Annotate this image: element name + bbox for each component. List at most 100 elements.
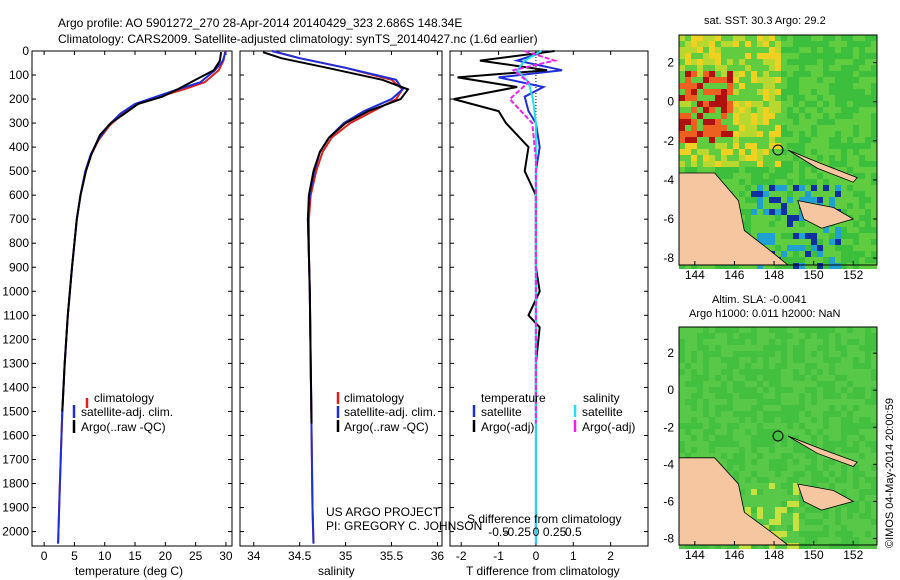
map-cell <box>841 137 847 143</box>
map-cell <box>739 101 745 107</box>
map-cell <box>721 113 727 119</box>
map-cell <box>787 35 793 41</box>
map-cell <box>685 263 691 269</box>
map-cell <box>817 77 823 83</box>
map-cell <box>871 399 877 405</box>
map-cell <box>859 369 865 375</box>
map-cell <box>841 519 847 525</box>
map-cell <box>733 167 739 173</box>
depth-tick-label: 100 <box>9 68 29 82</box>
map-cell <box>865 327 871 333</box>
map-cell <box>787 507 793 513</box>
map-cell <box>787 381 793 387</box>
map-cell <box>859 149 865 155</box>
map-cell <box>859 119 865 125</box>
map-cell <box>787 339 793 345</box>
map-cell <box>697 357 703 363</box>
map-cell <box>697 47 703 53</box>
map-cell <box>829 411 835 417</box>
map-cell <box>847 411 853 417</box>
map-cell <box>865 59 871 65</box>
map-cell <box>763 507 769 513</box>
x-tick-label: 15 <box>128 549 142 563</box>
map-y-tick-label: -6 <box>663 494 674 508</box>
map-cell <box>679 393 685 399</box>
map-cell <box>763 167 769 173</box>
map-cell <box>871 363 877 369</box>
map-y-tick-label: -6 <box>663 212 674 226</box>
map-cell <box>703 83 709 89</box>
map-cell <box>847 399 853 405</box>
map-cell <box>757 513 763 519</box>
map-cell <box>817 95 823 101</box>
map-cell <box>679 95 685 101</box>
map-cell <box>763 465 769 471</box>
map-cell <box>805 161 811 167</box>
map-cell <box>799 47 805 53</box>
map-y-tick-label: 2 <box>667 346 674 360</box>
map-cell <box>835 251 841 257</box>
map-cell <box>823 537 829 543</box>
map-cell <box>787 245 793 251</box>
map-cell <box>769 357 775 363</box>
map-cell <box>871 95 877 101</box>
map-cell <box>847 239 853 245</box>
map-cell <box>793 251 799 257</box>
map-cell <box>715 155 721 161</box>
map-cell <box>745 387 751 393</box>
map-cell <box>859 351 865 357</box>
map-cell <box>727 263 733 269</box>
map-cell <box>823 197 829 203</box>
map-cell <box>859 483 865 489</box>
map-cell <box>733 179 739 185</box>
map-cell <box>799 543 805 549</box>
map-cell <box>811 65 817 71</box>
map-cell <box>685 101 691 107</box>
map-cell <box>787 113 793 119</box>
map-cell <box>799 89 805 95</box>
map-cell <box>793 119 799 125</box>
map-cell <box>751 351 757 357</box>
map-cell <box>709 113 715 119</box>
map-cell <box>817 429 823 435</box>
map-cell <box>727 327 733 333</box>
x-tick-label: -2 <box>456 549 467 563</box>
map-cell <box>823 531 829 537</box>
sst-map-frame <box>678 34 878 266</box>
map-cell <box>823 405 829 411</box>
map-cell <box>697 35 703 41</box>
map-cell <box>805 531 811 537</box>
series-line-0 <box>57 50 227 544</box>
map-cell <box>685 411 691 417</box>
map-cell <box>865 333 871 339</box>
map-cell <box>847 525 853 531</box>
map-cell <box>787 107 793 113</box>
map-cell <box>793 47 799 53</box>
map-cell <box>697 137 703 143</box>
map-cell <box>829 459 835 465</box>
map-cell <box>757 357 763 363</box>
map-cell <box>811 513 817 519</box>
map-cell <box>853 453 859 459</box>
map-cell <box>817 381 823 387</box>
map-cell <box>769 459 775 465</box>
map-cell <box>799 227 805 233</box>
map-cell <box>739 149 745 155</box>
map-cell <box>847 35 853 41</box>
map-cell <box>829 465 835 471</box>
map-cell <box>721 393 727 399</box>
map-cell <box>679 429 685 435</box>
map-cell <box>715 47 721 53</box>
map-cell <box>835 77 841 83</box>
map-cell <box>871 209 877 215</box>
map-cell <box>715 381 721 387</box>
map-cell <box>715 149 721 155</box>
map-cell <box>793 89 799 95</box>
map-cell <box>817 471 823 477</box>
map-cell <box>847 495 853 501</box>
map-cell <box>853 179 859 185</box>
depth-tick-label: 1700 <box>2 452 29 466</box>
map-cell <box>835 417 841 423</box>
map-cell <box>679 423 685 429</box>
